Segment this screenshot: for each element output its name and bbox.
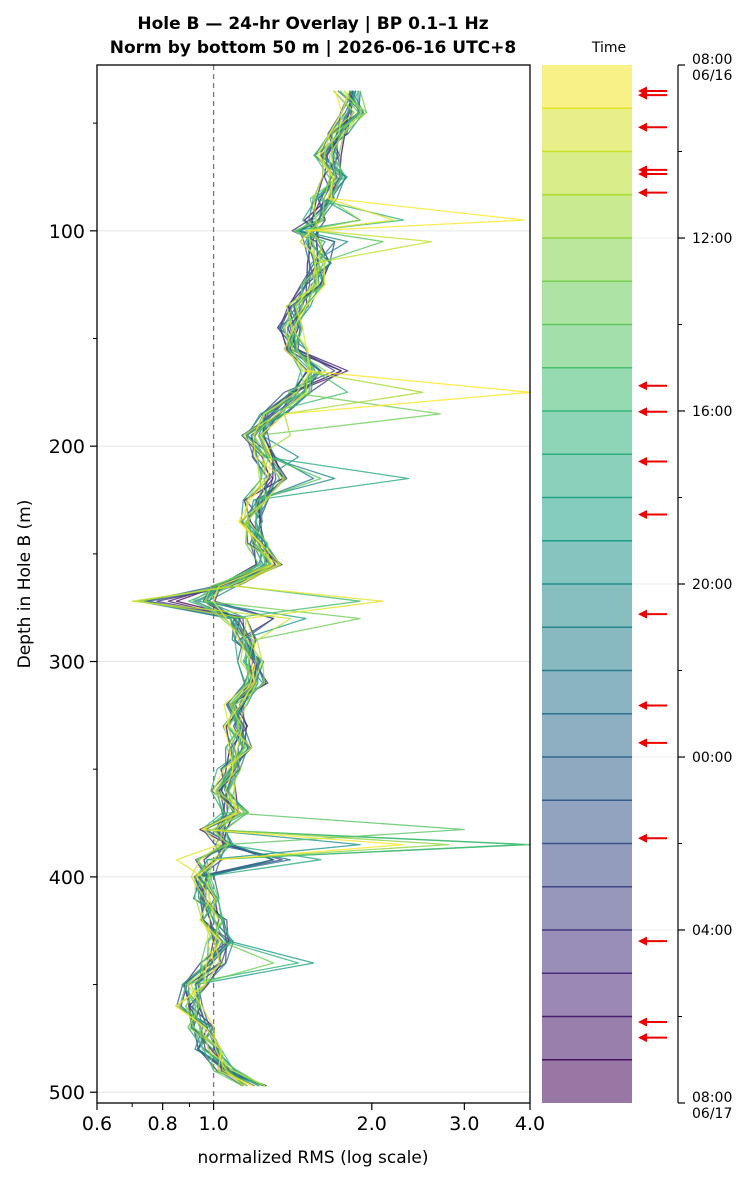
event-arrow-14: [638, 936, 667, 946]
colorbar-band-5: [542, 281, 632, 325]
event-arrow-16: [638, 1033, 667, 1043]
y-tick-label-0: 100: [49, 221, 85, 243]
chart-title-line2: Norm by bottom 50 m | 2026-06-16 UTC+8: [110, 38, 516, 58]
event-arrow-4: [638, 169, 667, 179]
plot-area: 0.6 0.8 1.0 2.0 3.0 4.0 100 200 300 400 500: [49, 64, 545, 1135]
colorbar-band-11: [542, 540, 632, 584]
y-tick-label-1: 200: [49, 436, 85, 458]
colorbar-band-21: [542, 973, 632, 1017]
grid-lines: [97, 230, 530, 1093]
x-tick-label-4: 3.0: [449, 1113, 479, 1135]
series-line-0830: [175, 90, 395, 1087]
event-arrow-15: [638, 1017, 667, 1027]
colorbar-band-1: [542, 108, 632, 152]
series-line-1100: [192, 90, 465, 1087]
time-tick-label-0: 08:00: [692, 52, 732, 68]
event-arrow-2: [638, 122, 667, 132]
x-tick-label-5: 4.0: [515, 1113, 545, 1135]
x-tick-label-1: 0.8: [148, 1113, 178, 1135]
x-tick-label-2: 1.0: [198, 1113, 228, 1135]
event-arrow-9: [638, 509, 667, 519]
colorbar-band-17: [542, 800, 632, 844]
series-line-0800: [174, 90, 531, 1087]
colorbar-band-19: [542, 886, 632, 930]
colorbar-band-12: [542, 584, 632, 628]
colorbar-bands: [542, 65, 678, 1103]
colorbar-band-14: [542, 670, 632, 714]
time-tick-label-5: 04:00: [692, 923, 732, 939]
colorbar-band-13: [542, 627, 632, 671]
event-arrow-7: [638, 407, 667, 417]
time-tick-label-2: 16:00: [692, 404, 732, 420]
time-tick-label-3: 20:00: [692, 577, 732, 593]
colorbar-band-22: [542, 1016, 632, 1060]
event-arrow-5: [638, 188, 667, 198]
event-arrow-1: [638, 90, 667, 100]
colorbar-band-18: [542, 843, 632, 887]
chart-title-line1: Hole B — 24-hr Overlay | BP 0.1–1 Hz: [137, 14, 488, 34]
time-axis-ticks: 08:0006/1612:0016:0020:0000:0004:0008:00…: [678, 52, 732, 1122]
series-line-1300: [194, 90, 361, 1087]
event-arrow-13: [638, 833, 667, 843]
time-tick-date-6: 06/17: [692, 1106, 732, 1122]
x-tick-label-0: 0.6: [82, 1113, 112, 1135]
y-axis-ticks: 100 200 300 400 500: [49, 122, 97, 1104]
colorbar-band-4: [542, 238, 632, 282]
colorbar-band-7: [542, 367, 632, 411]
x-tick-label-3: 2.0: [357, 1113, 387, 1135]
x-axis-label: normalized RMS (log scale): [198, 1148, 429, 1168]
colorbar-band-2: [542, 151, 632, 195]
series-group: [131, 90, 531, 1087]
colorbar-label: Time: [591, 40, 626, 56]
colorbar-band-16: [542, 757, 632, 801]
plot-frame: [96, 64, 531, 1104]
colorbar-band-0: [542, 65, 632, 109]
event-arrow-10: [638, 609, 667, 619]
colorbar-band-8: [542, 411, 632, 455]
y-axis-label: Depth in Hole B (m): [15, 500, 35, 669]
time-tick-label-6: 08:00: [692, 1090, 732, 1106]
event-arrows: [638, 86, 667, 1043]
time-tick-label-1: 12:00: [692, 231, 732, 247]
event-arrow-6: [638, 381, 667, 391]
y-tick-label-2: 300: [49, 652, 85, 674]
series-line-0900: [131, 90, 433, 1087]
event-arrow-8: [638, 457, 667, 467]
colorbar: Time 08:0006/1612:0016:0020:0000:0004:00…: [542, 40, 732, 1122]
colorbar-band-10: [542, 497, 632, 541]
x-axis-ticks: 0.6 0.8 1.0 2.0 3.0 4.0: [82, 1103, 545, 1135]
time-tick-date-0: 06/16: [692, 68, 732, 84]
y-tick-label-4: 500: [49, 1082, 85, 1104]
colorbar-band-6: [542, 324, 632, 368]
colorbar-band-23: [542, 1059, 632, 1103]
colorbar-band-9: [542, 454, 632, 498]
time-tick-label-4: 00:00: [692, 750, 732, 766]
colorbar-band-20: [542, 930, 632, 974]
colorbar-band-15: [542, 713, 632, 757]
event-arrow-12: [638, 738, 667, 748]
event-arrow-11: [638, 700, 667, 710]
plot-background: [97, 65, 530, 1103]
colorbar-band-3: [542, 194, 632, 238]
y-tick-label-3: 400: [49, 867, 85, 889]
